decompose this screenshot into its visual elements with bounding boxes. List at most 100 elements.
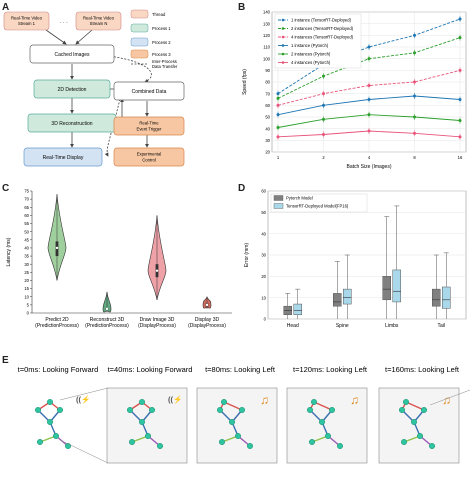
y-tick-label: 0 bbox=[264, 317, 267, 322]
skeleton-joint bbox=[53, 432, 60, 439]
x-tick-label: Spine bbox=[336, 323, 349, 329]
chart-legend: 1 instance (TensorRT-Deployed) 2 instance… bbox=[274, 13, 362, 69]
svg-text:· · ·: · · · bbox=[60, 20, 68, 26]
y-tick-label: 60 bbox=[24, 213, 29, 218]
y-tick-label: 60 bbox=[261, 189, 266, 194]
skeleton-joint bbox=[138, 419, 145, 426]
zoom-line bbox=[429, 389, 471, 406]
y-tick-label: 45 bbox=[24, 237, 29, 242]
skeleton-joint bbox=[325, 432, 332, 439]
violin-median bbox=[155, 269, 159, 272]
x-tick-sublabel: (DisplayProcess) bbox=[188, 323, 226, 329]
y-tick-label: 35 bbox=[24, 254, 29, 259]
skeleton-bone bbox=[405, 401, 425, 411]
skeleton-joint bbox=[126, 407, 133, 414]
y-tick-label: 90 bbox=[265, 68, 270, 73]
y-tick-label: 80 bbox=[265, 80, 270, 85]
x-tick-label: 2 bbox=[322, 155, 325, 160]
box-body bbox=[382, 276, 391, 301]
y-tick-label: 25 bbox=[24, 270, 29, 275]
skeleton-joint bbox=[220, 399, 227, 406]
zoom-line bbox=[59, 439, 109, 464]
frame-box bbox=[378, 387, 460, 464]
x-tick-label: Draw Image 3D bbox=[140, 317, 175, 323]
y-tick-label: 70 bbox=[265, 91, 270, 96]
box-body bbox=[442, 286, 451, 309]
x-tick-label: 1 bbox=[277, 155, 280, 160]
music-icon: ♫ bbox=[350, 393, 359, 407]
violin-median bbox=[105, 307, 109, 311]
svg-text:Data Transfer: Data Transfer bbox=[152, 64, 178, 69]
chart-legend: Pytorch Model TensorRT-Deployed Model(FP1… bbox=[270, 193, 368, 213]
x-tick-sublabel: (PredictionProcess) bbox=[85, 323, 129, 329]
svg-text:Stream N: Stream N bbox=[90, 21, 108, 26]
series-line bbox=[277, 69, 461, 106]
node-2d-detection-label: 2D Detection bbox=[58, 87, 87, 93]
legend-swatch bbox=[273, 203, 284, 209]
pose-skeleton bbox=[35, 399, 71, 449]
legend-marker bbox=[281, 61, 285, 64]
skeleton-joint bbox=[307, 407, 314, 414]
panel-label-b: B bbox=[238, 2, 246, 13]
frame-title: t=40ms: Looking Forward bbox=[108, 365, 193, 374]
y-tick-label: 10 bbox=[24, 294, 29, 299]
y-tick-label: 140 bbox=[263, 10, 271, 15]
y-tick-label: 40 bbox=[261, 231, 266, 236]
y-tick-label: 65 bbox=[24, 205, 29, 210]
x-tick-label: Reconstruct 3D bbox=[90, 317, 125, 323]
svg-text:Event Trigger: Event Trigger bbox=[137, 127, 163, 132]
skeleton-joint bbox=[47, 399, 54, 406]
skeleton-joint bbox=[156, 442, 163, 449]
x-tick-sublabel: (DisplayProcess) bbox=[138, 323, 176, 329]
legend-thread: Thread bbox=[152, 12, 166, 17]
skeleton-joint bbox=[148, 407, 155, 414]
skeleton-joint bbox=[403, 399, 410, 406]
panel-label-e: E bbox=[2, 355, 9, 366]
pipeline-diagram: Real-Time Video Stream 1 Real-Time Video… bbox=[3, 9, 185, 167]
box-body bbox=[343, 288, 352, 305]
skeleton-joint bbox=[218, 438, 225, 445]
skeleton-joint bbox=[399, 407, 406, 414]
series-line bbox=[277, 18, 461, 95]
y-axis-label: Latency (ms) bbox=[6, 237, 12, 266]
legend-entry: 2 instances (Pytorch) bbox=[291, 52, 331, 57]
node-3d-reconstruction-label: 3D Reconstruction bbox=[51, 121, 92, 127]
node-event-trigger: Real-Time Event Trigger bbox=[113, 116, 185, 136]
frame-title: t=120ms: Looking Left bbox=[293, 365, 368, 374]
legend-marker bbox=[281, 35, 285, 39]
legend-entry: 2 instances (TensorRT-Deployed) bbox=[291, 26, 354, 31]
node-video-stream-1: Real-Time Video Stream 1 bbox=[3, 11, 50, 31]
y-tick-label: 15 bbox=[24, 286, 29, 291]
node-combined-data-label: Combined Data bbox=[132, 89, 167, 95]
panel-label-a: A bbox=[2, 2, 10, 13]
y-tick-label: 30 bbox=[24, 262, 29, 267]
legend-entry: 4 instances (TensorRT-Deployed) bbox=[291, 35, 354, 40]
svg-text:Real-Time Video: Real-Time Video bbox=[11, 16, 43, 21]
legend-box bbox=[270, 193, 368, 213]
diagram-legend: Thread Process 1 Process 2 Process 3 Int… bbox=[130, 9, 178, 69]
y-axis-label: Error (mm) bbox=[244, 243, 250, 267]
y-tick-label: 120 bbox=[263, 33, 271, 38]
frame-box bbox=[106, 387, 188, 464]
y-axis-label: Speed (fps) bbox=[242, 69, 248, 95]
box-body bbox=[293, 303, 302, 315]
skeleton-joint bbox=[401, 438, 408, 445]
y-tick-label: 40 bbox=[265, 126, 270, 131]
y-tick-label: 60 bbox=[265, 103, 270, 108]
legend-entry: 1 instance (TensorRT-Deployed) bbox=[291, 18, 352, 23]
y-tick-label: 5 bbox=[27, 302, 30, 307]
node-real-time-display: Real-Time Display bbox=[23, 147, 103, 167]
y-tick-label: 30 bbox=[261, 253, 266, 258]
music-icon: ♫ bbox=[260, 393, 269, 407]
svg-text:Control: Control bbox=[142, 158, 156, 163]
y-tick-label: 55 bbox=[24, 221, 29, 226]
box-body bbox=[432, 288, 441, 307]
legend-swatch bbox=[273, 195, 284, 201]
node-experimental-control: Experimental Control bbox=[113, 147, 185, 167]
y-tick-label: 20 bbox=[24, 278, 29, 283]
y-tick-label: 20 bbox=[265, 150, 270, 155]
y-tick-label: 50 bbox=[265, 115, 270, 120]
violin-median bbox=[205, 303, 209, 307]
node-combined-data: Combined Data bbox=[113, 81, 185, 101]
x-axis-label: Batch Size (Images) bbox=[346, 164, 391, 170]
